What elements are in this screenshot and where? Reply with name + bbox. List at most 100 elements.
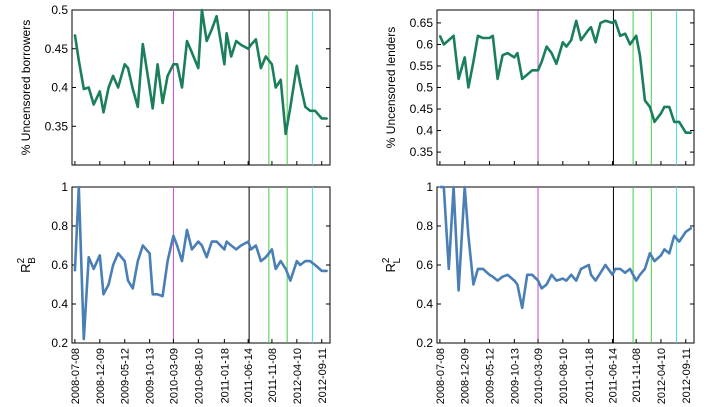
data-point — [279, 78, 282, 81]
data-point — [210, 240, 213, 243]
data-point — [684, 131, 687, 134]
data-point — [452, 35, 455, 37]
data-point — [649, 252, 651, 255]
data-point — [540, 60, 543, 63]
x-tick-label: 2012-09-11 — [681, 348, 693, 403]
data-point — [235, 40, 237, 42]
data-point — [186, 40, 188, 42]
x-tick-label: 2008-12-09 — [95, 348, 107, 404]
data-point — [112, 264, 114, 266]
data-point — [201, 244, 203, 247]
data-point — [447, 268, 450, 270]
y-tick-label: 0.35 — [45, 119, 69, 133]
data-point — [570, 39, 573, 41]
data-point — [521, 307, 524, 309]
x-tick-label: 2010-03-09 — [168, 348, 180, 404]
data-point — [668, 106, 671, 108]
data-point — [673, 234, 675, 237]
data-point — [230, 55, 232, 58]
x-tick-label: 2010-03-09 — [533, 348, 545, 404]
x-tick-label: 2011-11-08 — [267, 348, 279, 403]
x-tick-label: 2011-11-08 — [631, 348, 643, 403]
data-point — [580, 39, 582, 41]
data-point — [102, 111, 105, 114]
data-point — [255, 38, 257, 41]
data-point — [87, 256, 90, 259]
data-point — [467, 234, 470, 237]
data-point — [599, 22, 602, 24]
data-point — [289, 106, 292, 108]
x-tick-label: 2009-05-12 — [485, 348, 497, 404]
data-point — [74, 34, 76, 36]
data-point — [457, 289, 460, 292]
data-point — [477, 35, 479, 37]
data-point — [142, 244, 144, 247]
data-point — [442, 186, 445, 188]
x-tick-label: 2011-01-18 — [584, 348, 596, 403]
data-point — [205, 40, 208, 42]
data-point — [309, 109, 311, 112]
data-point — [77, 186, 80, 188]
data-point — [166, 260, 169, 262]
data-point — [326, 270, 329, 272]
data-point — [635, 279, 637, 282]
data-point — [210, 28, 213, 31]
data-point — [639, 54, 641, 57]
data-point — [594, 279, 597, 282]
data-point — [132, 287, 134, 290]
y-tick-label: 0.8 — [51, 219, 68, 233]
series-line — [439, 185, 693, 310]
y-tick-label: 0.2 — [51, 336, 68, 350]
data-point — [264, 55, 267, 58]
data-point — [102, 293, 105, 296]
data-point — [247, 240, 249, 243]
data-point — [673, 121, 675, 123]
data-point — [463, 56, 466, 59]
data-point — [148, 252, 151, 255]
panel-uncensored-borrowers: 0.35 0.4 0.45 0.5 % Uncensored borrowers — [19, 3, 331, 166]
data-point — [92, 268, 95, 270]
data-point — [197, 67, 200, 69]
data-point — [624, 32, 626, 35]
data-point — [452, 186, 455, 188]
data-point — [161, 295, 164, 298]
data-point — [92, 103, 95, 106]
x-tick-label: 2012-09-11 — [317, 348, 329, 403]
x-tick-label: 2012-04-10 — [656, 348, 668, 404]
data-point — [74, 270, 76, 272]
series-line — [438, 19, 692, 134]
y-tick-label: 1 — [426, 180, 433, 194]
data-point — [506, 52, 509, 54]
x-tick-label: 2009-10-13 — [145, 348, 157, 404]
data-point — [491, 35, 494, 37]
panel-r2-borrowers: 0.2 0.4 0.6 0.8 1 2008-07-08 2008-12-09 2009-05… — [16, 180, 331, 404]
y-tick-label: 0.4 — [51, 297, 68, 311]
data-point — [223, 63, 226, 66]
data-point — [127, 279, 129, 282]
data-point — [87, 86, 90, 89]
data-point — [320, 270, 323, 272]
data-point — [614, 268, 617, 270]
data-point — [279, 260, 282, 262]
data-point — [684, 231, 687, 233]
data-point — [314, 109, 316, 112]
data-point — [488, 273, 491, 276]
data-point — [545, 283, 548, 286]
data-point — [304, 260, 307, 262]
x-tick-label: 2011-06-14 — [607, 348, 619, 403]
plot-area — [436, 186, 695, 344]
data-point — [225, 240, 228, 243]
data-point — [274, 268, 277, 270]
data-point — [457, 78, 460, 80]
data-point — [172, 234, 175, 237]
data-point — [580, 268, 582, 270]
y-axis-label: % Uncensored lenders — [384, 27, 398, 148]
data-point — [653, 260, 656, 262]
data-point — [107, 86, 110, 89]
data-point — [235, 248, 237, 251]
data-point — [521, 78, 524, 80]
data-point — [587, 264, 590, 266]
data-point — [678, 240, 680, 243]
y-axis-label: % Uncensored borrowers — [19, 20, 33, 155]
data-point — [619, 35, 622, 37]
